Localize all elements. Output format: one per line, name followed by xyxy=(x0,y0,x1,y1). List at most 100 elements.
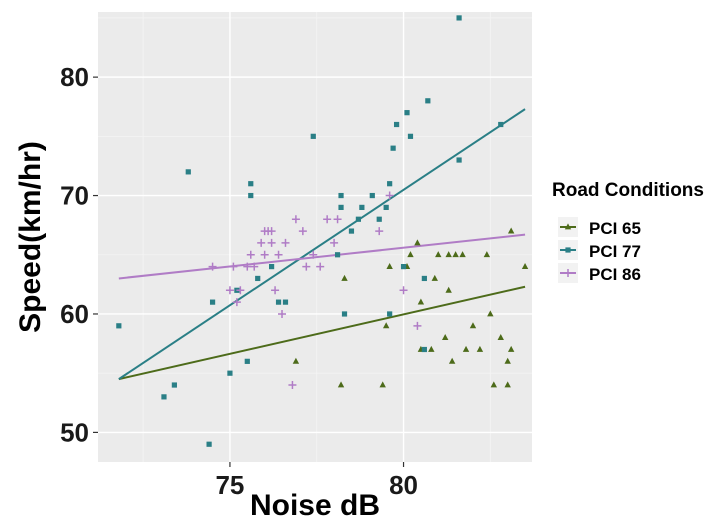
y-axis-title: Speed(km/hr) xyxy=(14,141,47,333)
data-point-pci-77 xyxy=(383,204,389,210)
y-tick-label: 60 xyxy=(60,299,89,329)
data-point-pci-65 xyxy=(407,251,414,258)
data-point-pci-77 xyxy=(393,121,400,128)
data-point-pci-77 xyxy=(248,192,254,199)
data-point-pci-65 xyxy=(507,227,515,234)
data-point-pci-77 xyxy=(369,192,375,199)
data-point-pci-86 xyxy=(316,262,325,271)
data-point-pci-86 xyxy=(375,227,384,236)
data-point-pci-86 xyxy=(288,381,297,390)
data-point-pci-77 xyxy=(456,157,462,163)
data-point-pci-86 xyxy=(267,227,276,236)
data-point-pci-86 xyxy=(257,238,266,247)
data-point-pci-86 xyxy=(323,215,332,224)
data-point-pci-86 xyxy=(208,262,217,271)
data-point-pci-65 xyxy=(417,298,425,305)
data-point-pci-77 xyxy=(421,275,427,282)
data-point-pci-65 xyxy=(462,345,470,352)
y-tick-label: 80 xyxy=(60,62,89,92)
data-point-pci-77 xyxy=(425,98,431,104)
x-tick-label: 75 xyxy=(215,470,244,500)
data-point-pci-86 xyxy=(333,215,342,224)
data-point-pci-65 xyxy=(487,310,494,317)
data-point-pci-86 xyxy=(250,262,259,271)
data-point-pci-77 xyxy=(185,169,191,175)
legend-key-marker-pci-65 xyxy=(564,223,572,230)
data-point-pci-77 xyxy=(116,323,122,329)
data-point-pci-86 xyxy=(232,298,241,307)
data-point-pci-86 xyxy=(267,238,276,247)
data-point-pci-77 xyxy=(387,181,393,187)
data-point-pci-65 xyxy=(431,274,438,281)
data-point-pci-77 xyxy=(407,133,414,139)
data-point-pci-86 xyxy=(281,238,290,247)
data-point-pci-77 xyxy=(269,264,275,270)
data-point-pci-77 xyxy=(255,275,261,282)
data-point-pci-77 xyxy=(161,394,167,400)
data-point-pci-86 xyxy=(260,227,269,236)
legend: Road Conditions PCI 65 PCI 77 PCI 86 xyxy=(552,180,704,284)
data-point-pci-77 xyxy=(387,311,393,317)
data-points xyxy=(116,15,529,447)
data-point-pci-86 xyxy=(236,286,245,295)
legend-key-marker-pci-77 xyxy=(565,247,571,253)
data-point-pci-86 xyxy=(225,286,234,295)
data-point-pci-65 xyxy=(435,251,442,258)
data-point-pci-65 xyxy=(382,322,390,329)
data-point-pci-86 xyxy=(291,215,300,224)
data-point-pci-65 xyxy=(445,286,452,293)
data-point-pci-65 xyxy=(469,322,477,329)
data-point-pci-77 xyxy=(390,145,396,151)
data-point-pci-86 xyxy=(302,262,311,271)
data-point-pci-86 xyxy=(229,262,238,271)
data-point-pci-65 xyxy=(414,239,421,246)
data-point-pci-86 xyxy=(271,286,280,295)
data-point-pci-77 xyxy=(310,133,316,139)
data-point-pci-77 xyxy=(334,252,341,258)
data-point-pci-77 xyxy=(244,358,250,364)
data-point-pci-65 xyxy=(341,274,348,281)
data-point-pci-86 xyxy=(246,250,255,259)
y-tick-label: 50 xyxy=(60,417,89,447)
trend-lines xyxy=(118,108,526,381)
axes: 75 80 50 60 70 80 xyxy=(60,62,418,500)
data-point-pci-77 xyxy=(275,299,282,305)
data-point-pci-77 xyxy=(498,121,504,128)
data-point-pci-77 xyxy=(376,216,382,222)
data-point-pci-65 xyxy=(459,251,466,258)
data-point-pci-65 xyxy=(483,251,491,258)
data-point-pci-65 xyxy=(386,263,393,270)
data-point-pci-77 xyxy=(355,216,361,222)
data-point-pci-86 xyxy=(385,191,394,200)
data-point-pci-86 xyxy=(274,250,283,259)
data-point-pci-86 xyxy=(413,321,422,330)
legend-label-pci-77: PCI 77 xyxy=(589,242,641,261)
data-point-pci-77 xyxy=(338,192,344,199)
data-point-pci-77 xyxy=(348,228,355,234)
data-point-pci-86 xyxy=(278,309,287,318)
data-point-pci-65 xyxy=(428,345,435,352)
legend-label-pci-65: PCI 65 xyxy=(589,219,641,238)
data-point-pci-65 xyxy=(504,357,511,364)
legend-label-pci-86: PCI 86 xyxy=(589,265,641,284)
data-point-pci-65 xyxy=(497,334,504,341)
data-point-pci-77 xyxy=(338,204,344,210)
data-point-pci-65 xyxy=(504,381,511,388)
data-point-pci-86 xyxy=(260,250,269,259)
data-point-pci-86 xyxy=(330,238,339,247)
data-point-pci-86 xyxy=(309,250,318,259)
data-point-pci-77 xyxy=(400,264,407,270)
data-point-pci-65 xyxy=(521,263,529,270)
data-point-pci-77 xyxy=(341,311,348,317)
data-point-pci-86 xyxy=(399,286,408,295)
data-point-pci-65 xyxy=(490,381,498,388)
data-point-pci-77 xyxy=(421,346,427,353)
data-point-pci-65 xyxy=(476,345,484,352)
plot-panel xyxy=(98,12,532,462)
trend-line-pci-77 xyxy=(118,108,526,380)
data-point-pci-77 xyxy=(456,15,462,21)
data-point-pci-65 xyxy=(448,357,456,364)
data-point-pci-77 xyxy=(248,181,254,187)
data-point-pci-65 xyxy=(445,251,452,258)
data-point-pci-77 xyxy=(209,299,216,305)
